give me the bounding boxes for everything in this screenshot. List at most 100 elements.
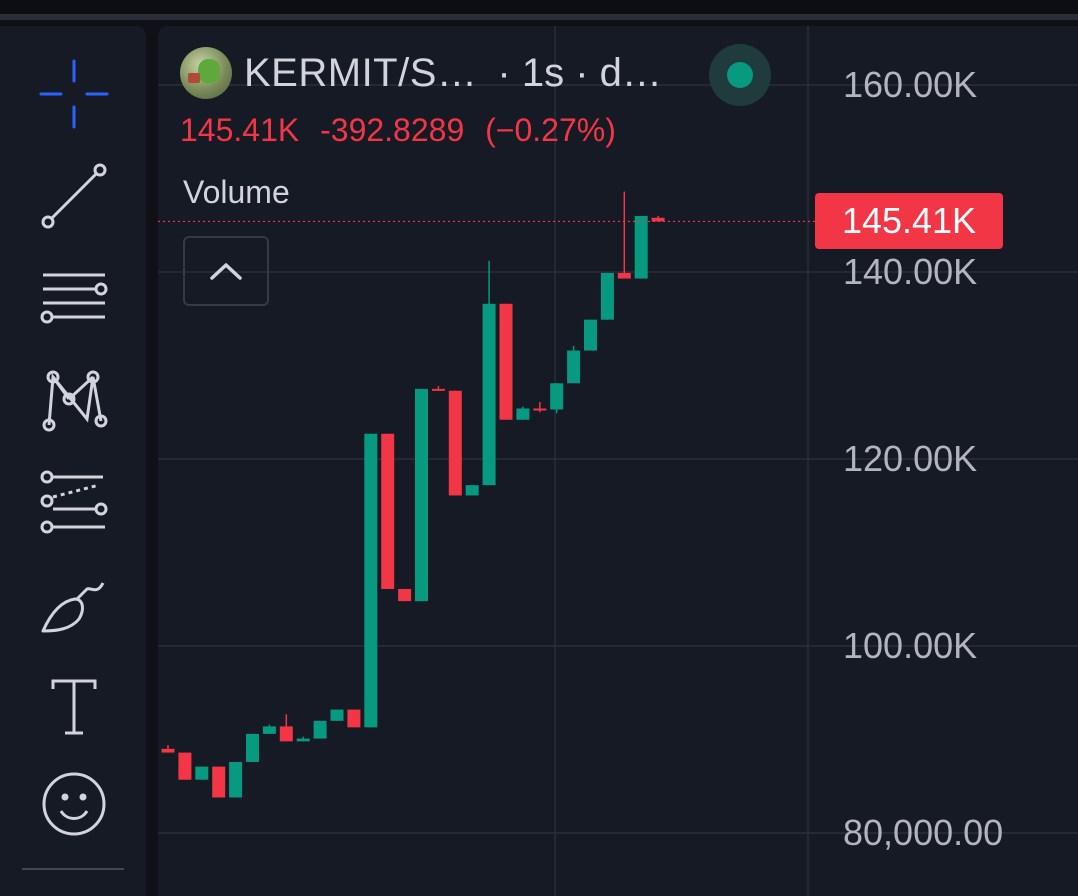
avatar-cup <box>188 73 200 83</box>
candle-body <box>499 303 513 420</box>
forecasting-tool[interactable] <box>20 462 128 542</box>
top-bar <box>0 0 1078 14</box>
price-axis-label: 100.00K <box>843 625 978 666</box>
candle <box>584 319 597 351</box>
candle <box>516 406 530 420</box>
candle <box>651 215 665 222</box>
price-change-row: 145.41K -392.8289 (−0.27%) <box>180 112 628 149</box>
brush-tool[interactable] <box>20 564 128 644</box>
patterns-tool[interactable] <box>20 360 128 440</box>
price-axis-label: 120.00K <box>843 438 978 479</box>
trend-line-tool[interactable] <box>20 156 128 236</box>
candle-body <box>533 408 547 411</box>
candle-body <box>178 752 192 780</box>
candle-body <box>195 766 209 780</box>
market-status-indicator[interactable] <box>709 44 771 106</box>
candle <box>347 709 361 728</box>
text-icon <box>51 679 97 735</box>
candle-body <box>262 726 276 734</box>
candle <box>195 766 209 780</box>
candle-body <box>465 485 479 496</box>
candle <box>617 191 631 279</box>
candle <box>415 388 428 602</box>
icons-tool[interactable] <box>20 764 128 844</box>
candle-body <box>448 390 462 496</box>
candle-body <box>398 588 412 602</box>
candle-body <box>330 709 344 721</box>
prediction-icon <box>40 470 108 534</box>
emoji-icon <box>42 772 106 836</box>
live-dot-icon <box>727 62 753 88</box>
candle-body <box>600 272 614 320</box>
toolbar-divider <box>22 868 124 870</box>
candle <box>262 724 276 734</box>
candle-body <box>246 733 259 762</box>
candle <box>533 401 547 413</box>
candle <box>381 433 395 589</box>
drawing-toolbar <box>0 26 146 896</box>
crosshair-tool[interactable] <box>20 54 128 134</box>
price-axis-label: 140.00K <box>843 251 978 292</box>
brush-icon <box>41 582 105 633</box>
candle <box>499 303 513 420</box>
price-change: -392.8289 <box>320 112 465 148</box>
crosshair-icon <box>39 59 109 129</box>
candle-body <box>415 388 428 602</box>
candle-body <box>313 720 327 739</box>
candle-body <box>364 433 378 728</box>
candle-body <box>347 709 361 728</box>
candle-body <box>381 433 395 589</box>
candle-body <box>212 766 226 798</box>
candle <box>313 720 327 739</box>
current-price-tag: 145.41K <box>815 193 1003 249</box>
interval-label[interactable]: · 1s · d… <box>497 50 662 95</box>
candle-body <box>279 726 293 742</box>
volume-indicator-label[interactable]: Volume <box>183 174 290 210</box>
candle <box>178 752 192 780</box>
candle <box>482 260 496 486</box>
candle-body <box>651 217 665 222</box>
candle-body <box>634 215 648 279</box>
candle-body <box>229 761 243 798</box>
candle <box>279 714 293 742</box>
candle-body <box>550 383 564 410</box>
symbol-name[interactable]: KERMIT/S… <box>244 50 478 95</box>
candle-body <box>431 388 445 391</box>
fib-levels-tool[interactable] <box>20 258 128 338</box>
trend-line-icon <box>41 163 107 229</box>
candle <box>364 433 378 728</box>
candle-body <box>584 319 597 351</box>
candle-body <box>482 303 496 486</box>
collapse-legend-button[interactable] <box>183 236 269 306</box>
candle-body <box>567 350 581 384</box>
candle <box>550 383 564 414</box>
candle <box>600 272 614 320</box>
candle <box>161 745 175 753</box>
top-separator <box>0 14 1078 20</box>
symbol-legend[interactable]: KERMIT/S… · 1s · d… <box>180 47 662 99</box>
text-tool[interactable] <box>20 666 128 746</box>
candle <box>398 588 412 602</box>
avatar-frog <box>198 59 220 83</box>
candle <box>567 345 581 384</box>
price-axis-label: 160.00K <box>843 64 978 105</box>
candlestick-chart[interactable] <box>158 26 1078 896</box>
candle <box>229 761 243 798</box>
chart-pane[interactable] <box>158 26 1078 896</box>
candle <box>246 733 259 762</box>
candle <box>465 485 479 496</box>
pattern-icon <box>42 370 108 432</box>
candle-body <box>161 748 175 753</box>
candle <box>634 215 648 279</box>
chevron-up-icon <box>210 263 242 280</box>
token-avatar <box>180 47 232 99</box>
candle-body <box>617 272 631 279</box>
candle <box>212 766 226 798</box>
candle-body <box>296 738 310 742</box>
price-change-percent: (−0.27%) <box>485 112 616 148</box>
candle <box>296 736 310 742</box>
price-axis-label: 80,000.00 <box>843 812 1004 853</box>
candle <box>431 386 445 391</box>
candle <box>448 390 462 496</box>
candle-body <box>516 408 530 420</box>
